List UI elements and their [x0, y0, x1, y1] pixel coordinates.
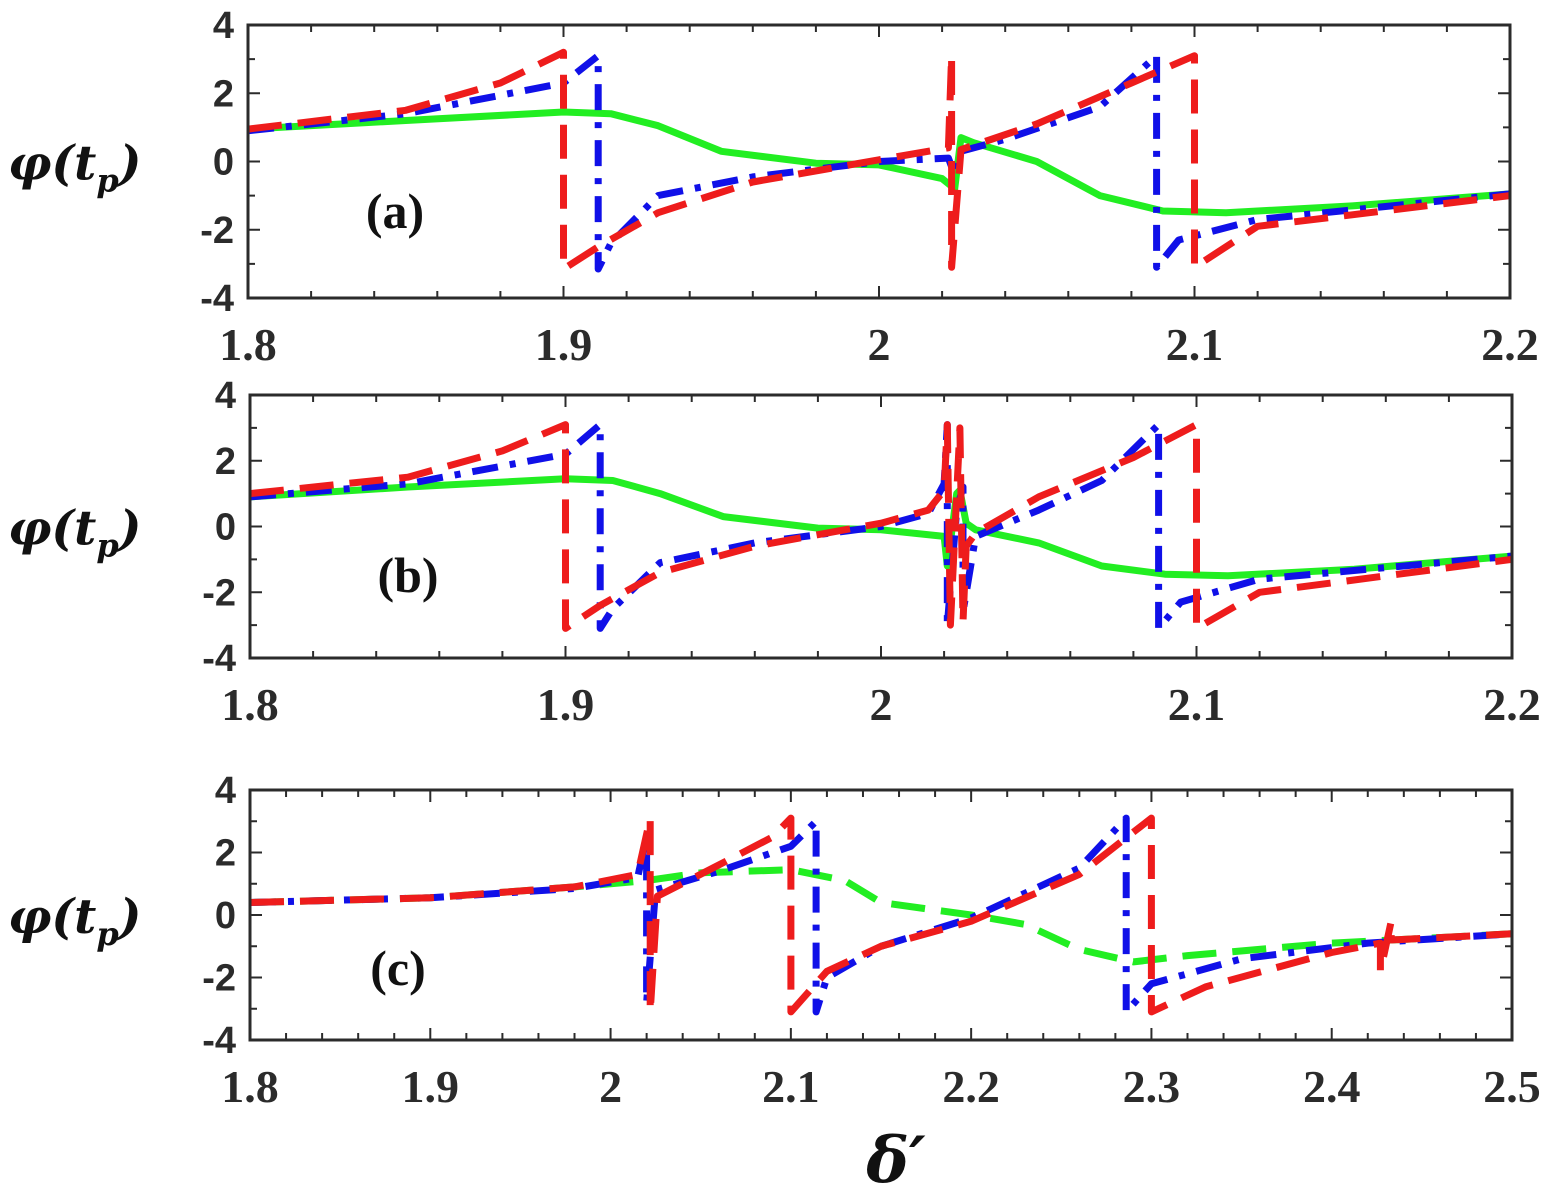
series-group — [250, 814, 1512, 1016]
series-group — [248, 48, 1510, 273]
series-group — [250, 421, 1512, 632]
y-tick-label: -4 — [200, 278, 234, 320]
series-line-red — [248, 48, 1510, 273]
x-tick-label: 2.3 — [1123, 1061, 1181, 1112]
x-axis-label: δ′ — [865, 1123, 926, 1192]
panel-c: 1.8 1.9 2 2.1 2.2 2.3 2.4 2.5 4 2 0 -2 -4 φ(tp) (c) — [8, 770, 1541, 1112]
x-tick-label: 2 — [599, 1061, 622, 1112]
x-tick-label: 2.1 — [762, 1061, 820, 1112]
y-tick-label: -2 — [202, 958, 236, 1000]
y-axis-label: φ(tp) — [8, 889, 141, 953]
x-tick-label: 2.1 — [1168, 679, 1226, 730]
y-tick-label: 0 — [215, 895, 236, 937]
y-axis-label-close: ) — [117, 889, 142, 945]
y-axis-label-main: φ(t — [8, 889, 96, 945]
y-tick-label: 2 — [215, 441, 236, 483]
y-axis-label-close: ) — [117, 136, 142, 192]
y-tick-label: 0 — [215, 507, 236, 549]
y-tick-label: -2 — [202, 572, 236, 614]
panel-tag: (a) — [366, 183, 424, 239]
y-axis-label-close: ) — [117, 501, 142, 557]
x-tick-label: 1.9 — [402, 1061, 460, 1112]
x-tick-label: 2.2 — [1483, 679, 1541, 730]
y-axis-label: φ(tp) — [8, 136, 141, 200]
y-axis-label-main: φ(t — [8, 136, 96, 192]
y-tick-label: 4 — [213, 5, 234, 47]
y-axis-label-main: φ(t — [8, 501, 96, 557]
y-tick-label: -4 — [202, 638, 236, 680]
y-tick-label: 4 — [215, 375, 236, 417]
x-tick-label: 1.8 — [221, 1061, 279, 1112]
x-tick-label: 2 — [870, 679, 893, 730]
x-tick-label: 2.4 — [1303, 1061, 1361, 1112]
y-tick-label: -4 — [202, 1020, 236, 1062]
y-tick-label: 0 — [213, 142, 234, 184]
y-axis-label-subscript: p — [96, 915, 118, 953]
series-line-blue — [250, 814, 1512, 1016]
panel-b: 1.8 1.9 2 2.1 2.2 4 2 0 -2 -4 φ(tp) (b) — [8, 375, 1541, 730]
y-axis-label-subscript: p — [96, 527, 118, 565]
axis-box — [248, 788, 1514, 1042]
x-tick-label: 2.1 — [1166, 319, 1224, 370]
y-tick-label: 2 — [215, 833, 236, 875]
series-line-red — [250, 421, 1512, 632]
panel-tag: (c) — [370, 940, 426, 996]
y-tick-label: 4 — [215, 770, 236, 812]
y-tick-label: 2 — [213, 73, 234, 115]
panel-a: 1.8 1.9 2 2.1 2.2 4 2 0 -2 -4 φ(tp) (a) — [8, 5, 1539, 370]
x-tick-label: 2.5 — [1483, 1061, 1541, 1112]
x-tick-label: 1.8 — [221, 679, 279, 730]
x-tick-label: 1.9 — [535, 319, 593, 370]
x-tick-label: 1.8 — [219, 319, 277, 370]
series-line-blue — [248, 52, 1510, 273]
y-axis-label-subscript: p — [96, 162, 118, 200]
x-tick-label: 2.2 — [942, 1061, 1000, 1112]
y-axis-label: φ(tp) — [8, 501, 141, 565]
x-tick-label: 2 — [868, 319, 891, 370]
panel-tag: (b) — [377, 547, 438, 603]
x-tick-label: 1.9 — [537, 679, 595, 730]
axis-box — [248, 393, 1514, 660]
y-tick-label: -2 — [200, 210, 234, 252]
axis-box — [246, 23, 1512, 300]
x-tick-label: 2.2 — [1481, 319, 1539, 370]
series-line-red — [250, 814, 1512, 1016]
